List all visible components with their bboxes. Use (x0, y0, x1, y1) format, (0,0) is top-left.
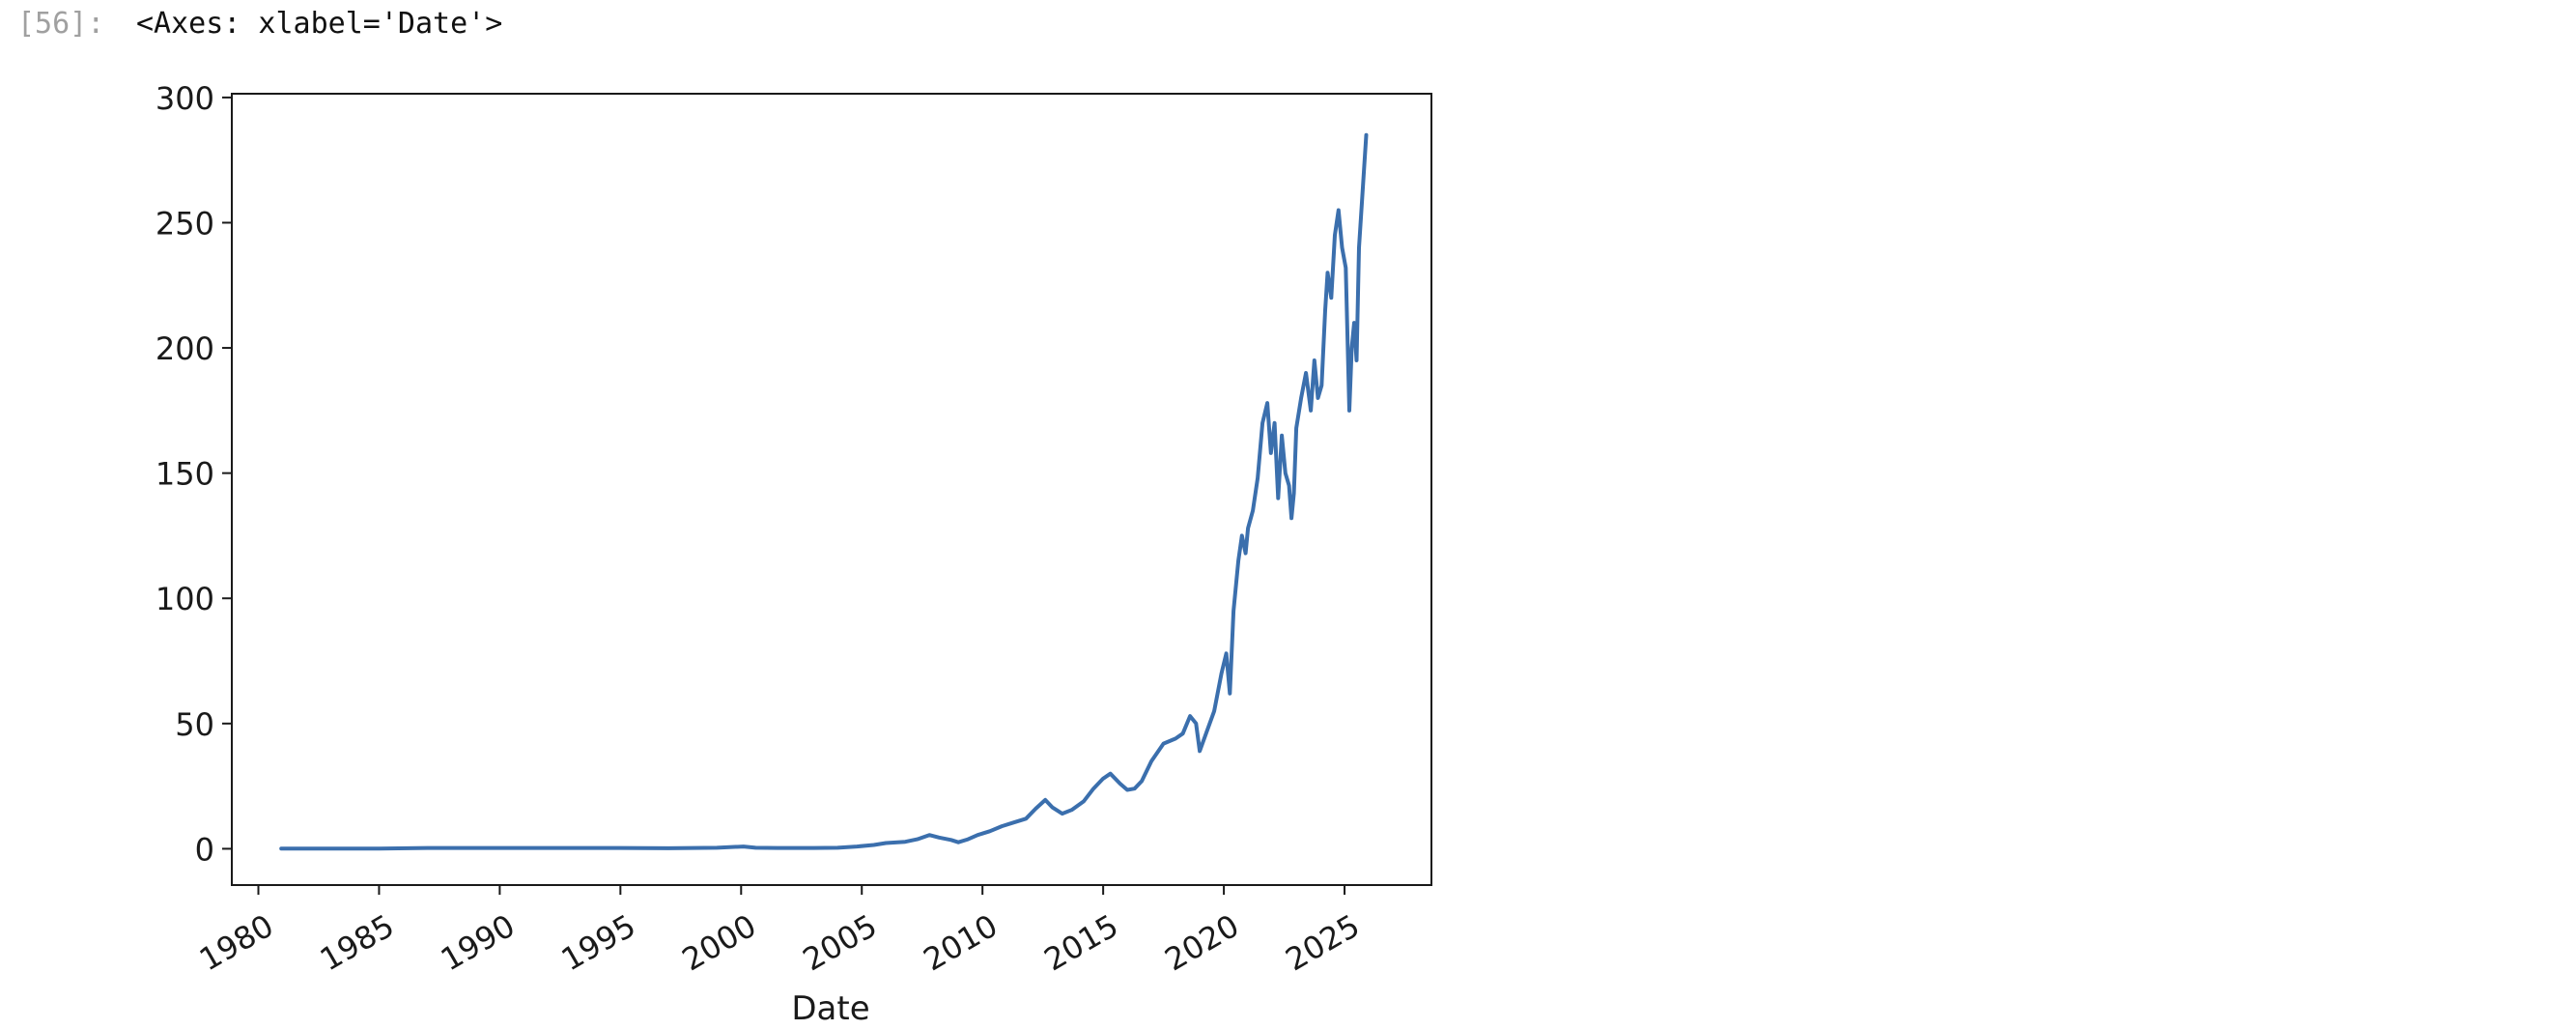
y-tick-label: 200 (156, 330, 214, 367)
x-tick-label: 1990 (435, 907, 522, 979)
x-tick-label: 1980 (193, 907, 280, 979)
y-tick-label: 150 (156, 456, 214, 493)
x-tick-label: 2015 (1038, 907, 1125, 979)
x-tick-label: 2000 (676, 907, 763, 979)
y-tick-label: 100 (156, 581, 214, 617)
plot-frame (231, 93, 1432, 886)
axes-repr-output: <Axes: xlabel='Date'> (136, 7, 503, 41)
x-tick-label: 2010 (918, 907, 1005, 979)
price-series-line (279, 132, 1369, 851)
y-tick-label: 50 (175, 706, 214, 743)
y-tick-label: 0 (195, 831, 214, 868)
cell-prompt: [56]: (17, 7, 105, 41)
plot-area-border (231, 93, 1432, 886)
y-axis: 0 50 100 150 200 250 300 (156, 80, 232, 868)
y-tick-label: 250 (156, 205, 214, 242)
y-tick-label: 300 (156, 80, 214, 117)
x-axis: 1980 1985 1990 1995 2000 2005 2010 2015 2020 2025 (193, 885, 1366, 978)
x-tick-label: 2025 (1280, 907, 1367, 979)
x-axis-label: Date (791, 989, 869, 1028)
x-tick-label: 2005 (797, 907, 884, 979)
x-tick-label: 1995 (555, 907, 642, 979)
x-tick-label: 1985 (314, 907, 401, 979)
series-layer (279, 132, 1369, 851)
x-tick-label: 2020 (1159, 907, 1246, 979)
